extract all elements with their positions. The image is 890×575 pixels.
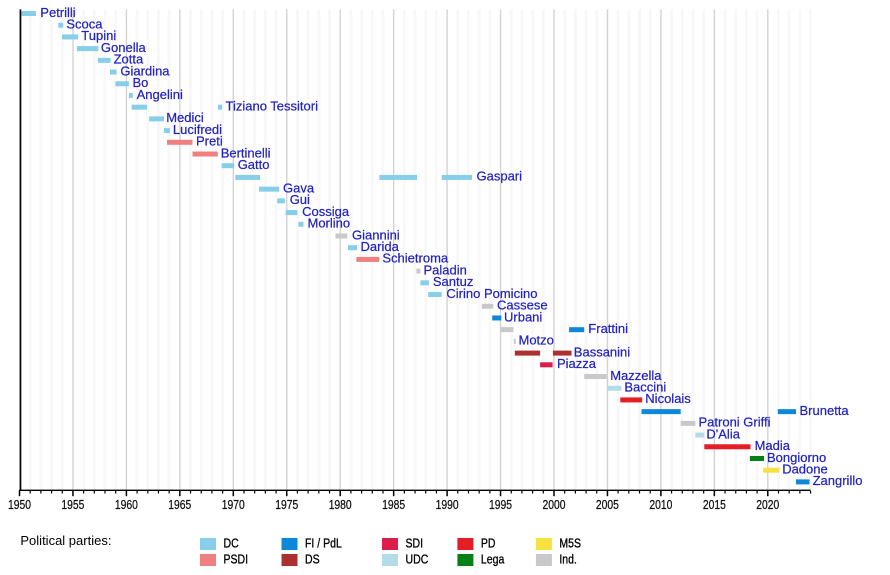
svg-text:Baccini: Baccini — [624, 380, 666, 395]
svg-text:D'Alia: D'Alia — [706, 426, 740, 441]
svg-text:PD: PD — [481, 537, 496, 551]
svg-text:Paladin: Paladin — [424, 262, 467, 277]
svg-text:1985: 1985 — [382, 498, 405, 512]
svg-text:Gonella: Gonella — [101, 40, 147, 55]
svg-text:Dadone: Dadone — [782, 461, 828, 476]
svg-text:Tupini: Tupini — [81, 28, 116, 43]
svg-text:Cossiga: Cossiga — [302, 204, 350, 219]
svg-text:Madia: Madia — [755, 438, 791, 453]
svg-text:Cirino Pomicino: Cirino Pomicino — [446, 286, 537, 301]
svg-text:2010: 2010 — [649, 498, 672, 512]
svg-text:2015: 2015 — [703, 498, 726, 512]
svg-text:Patroni Griffi: Patroni Griffi — [699, 415, 771, 430]
svg-text:1950: 1950 — [8, 498, 31, 512]
svg-text:Gava: Gava — [283, 180, 315, 195]
svg-text:SDI: SDI — [406, 537, 424, 551]
svg-text:Political parties:: Political parties: — [20, 533, 111, 548]
svg-text:1990: 1990 — [436, 498, 459, 512]
svg-text:Medici: Medici — [166, 110, 204, 125]
svg-text:1960: 1960 — [115, 498, 138, 512]
svg-text:Tiziano Tessitori: Tiziano Tessitori — [226, 98, 319, 113]
svg-text:Cassese: Cassese — [497, 298, 548, 313]
svg-text:Lucifredi: Lucifredi — [173, 122, 222, 137]
svg-text:DC: DC — [224, 537, 239, 551]
svg-text:Petrilli: Petrilli — [40, 5, 76, 20]
svg-text:Preti: Preti — [196, 134, 223, 149]
svg-text:Santuz: Santuz — [433, 274, 473, 289]
svg-text:UDC: UDC — [406, 553, 429, 567]
svg-text:Nicolais: Nicolais — [645, 391, 691, 406]
svg-text:2005: 2005 — [596, 498, 619, 512]
svg-text:Brunetta: Brunetta — [800, 403, 850, 418]
svg-text:Piazza: Piazza — [557, 356, 597, 371]
svg-text:Ind.: Ind. — [559, 553, 577, 567]
svg-text:Scoca: Scoca — [66, 17, 103, 32]
svg-text:Schietroma: Schietroma — [382, 251, 449, 266]
svg-text:Zangrillo: Zangrillo — [813, 473, 863, 488]
svg-text:Morlino: Morlino — [308, 216, 351, 231]
svg-text:PSDI: PSDI — [224, 553, 249, 567]
svg-text:M5S: M5S — [559, 537, 581, 551]
svg-text:Gaspari: Gaspari — [477, 169, 523, 184]
svg-text:Darida: Darida — [361, 239, 400, 254]
svg-text:Motzo: Motzo — [519, 333, 554, 348]
svg-text:1965: 1965 — [168, 498, 191, 512]
svg-text:Giannini: Giannini — [352, 227, 400, 242]
svg-text:Urbani: Urbani — [504, 309, 542, 324]
svg-text:Bertinelli: Bertinelli — [221, 145, 271, 160]
svg-text:1995: 1995 — [489, 498, 512, 512]
svg-text:Giardina: Giardina — [120, 63, 170, 78]
svg-text:Bongiorno: Bongiorno — [767, 450, 826, 465]
svg-text:1955: 1955 — [61, 498, 84, 512]
svg-text:Gatto: Gatto — [238, 157, 270, 172]
svg-text:2020: 2020 — [756, 498, 779, 512]
svg-text:1975: 1975 — [275, 498, 298, 512]
svg-text:Gui: Gui — [290, 192, 310, 207]
svg-text:Bo: Bo — [133, 75, 149, 90]
svg-text:Frattini: Frattini — [588, 321, 628, 336]
svg-text:Bassanini: Bassanini — [574, 344, 630, 359]
svg-text:Angelini: Angelini — [137, 87, 183, 102]
svg-text:DS: DS — [305, 553, 320, 567]
svg-text:1970: 1970 — [222, 498, 245, 512]
svg-text:1980: 1980 — [329, 498, 352, 512]
svg-text:Lega: Lega — [481, 553, 504, 567]
svg-text:FI / PdL: FI / PdL — [305, 537, 342, 551]
svg-text:Mazzella: Mazzella — [610, 368, 662, 383]
svg-text:2000: 2000 — [543, 498, 566, 512]
svg-text:Zotta: Zotta — [114, 52, 144, 67]
